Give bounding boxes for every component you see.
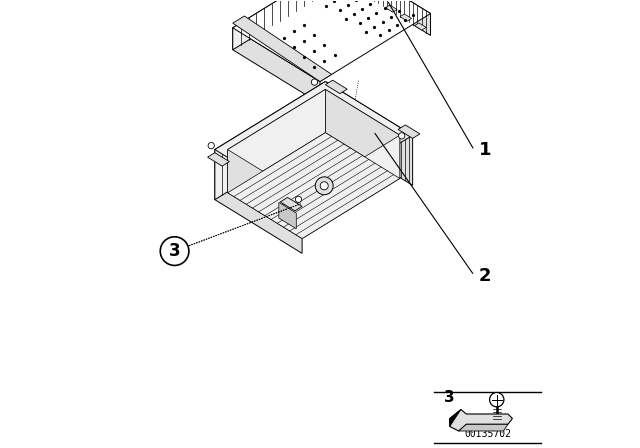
- Circle shape: [160, 237, 189, 266]
- Circle shape: [208, 142, 214, 149]
- Polygon shape: [459, 424, 508, 431]
- Circle shape: [311, 79, 317, 85]
- Circle shape: [295, 196, 301, 202]
- Polygon shape: [233, 16, 332, 82]
- Polygon shape: [325, 90, 400, 178]
- Polygon shape: [450, 409, 461, 426]
- Polygon shape: [233, 0, 343, 50]
- Polygon shape: [398, 125, 420, 138]
- Text: 2: 2: [479, 267, 492, 285]
- Polygon shape: [215, 150, 302, 254]
- Polygon shape: [325, 82, 413, 185]
- Text: 1: 1: [479, 142, 492, 159]
- Polygon shape: [279, 202, 296, 229]
- Polygon shape: [207, 153, 229, 166]
- Polygon shape: [215, 82, 325, 200]
- Polygon shape: [450, 409, 513, 431]
- Circle shape: [399, 133, 405, 139]
- Polygon shape: [228, 150, 302, 239]
- Text: 00I35702: 00I35702: [464, 429, 511, 439]
- Polygon shape: [302, 135, 400, 239]
- Polygon shape: [228, 133, 400, 239]
- Polygon shape: [343, 0, 431, 35]
- Polygon shape: [325, 80, 347, 94]
- Polygon shape: [215, 82, 413, 203]
- Text: 3: 3: [169, 242, 180, 260]
- Polygon shape: [228, 90, 325, 193]
- Polygon shape: [385, 5, 397, 12]
- Polygon shape: [415, 23, 426, 30]
- Polygon shape: [233, 28, 320, 103]
- Text: 3: 3: [444, 390, 455, 405]
- Polygon shape: [233, 0, 431, 82]
- Polygon shape: [280, 198, 302, 211]
- Circle shape: [320, 182, 328, 190]
- Polygon shape: [228, 90, 400, 195]
- Polygon shape: [400, 14, 412, 21]
- Circle shape: [490, 392, 504, 407]
- Circle shape: [316, 177, 333, 195]
